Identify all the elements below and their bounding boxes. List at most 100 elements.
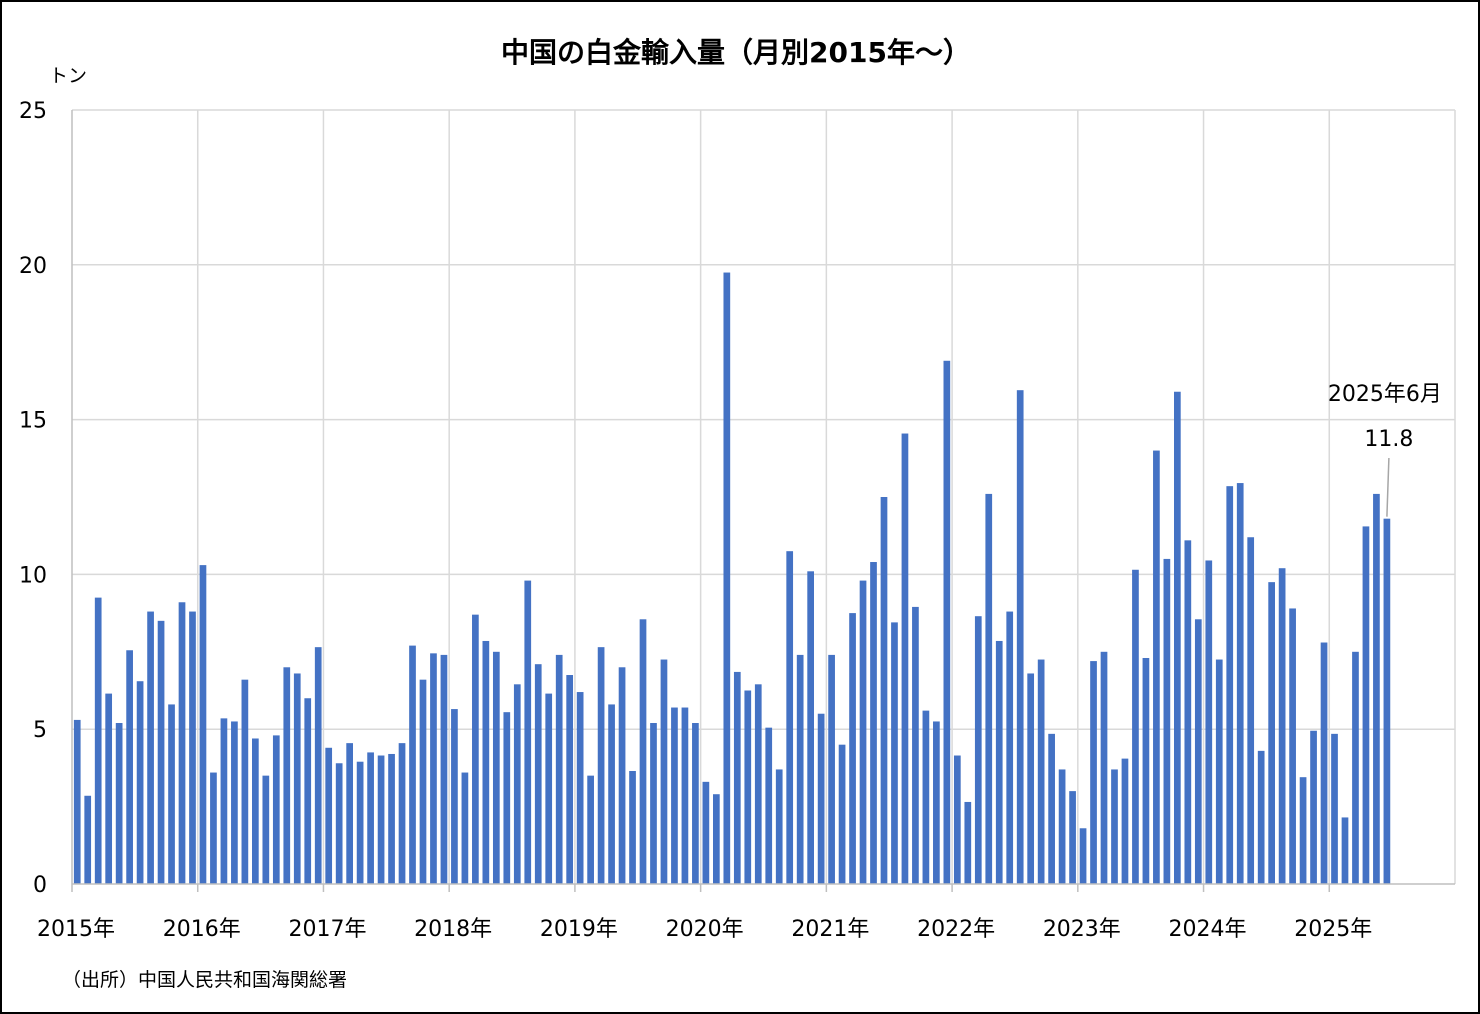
x-tick-label: 2025年 <box>1294 917 1372 942</box>
bar <box>440 654 448 884</box>
bar <box>1027 673 1035 884</box>
bar <box>482 640 490 884</box>
bar <box>1289 608 1296 884</box>
bar <box>870 562 877 884</box>
annotation-leader-line <box>1386 457 1390 517</box>
bar <box>314 647 322 884</box>
bar <box>1153 450 1160 884</box>
bar <box>933 721 940 884</box>
bar <box>168 704 175 884</box>
bar <box>356 761 364 884</box>
bars <box>73 272 1391 884</box>
bar <box>178 602 186 884</box>
bar <box>681 707 689 884</box>
source-note: （出所）中国人民共和国海関総署 <box>62 969 347 991</box>
bar <box>262 775 270 884</box>
y-tick-label: 0 <box>33 873 47 898</box>
bar <box>220 718 228 884</box>
bar <box>1069 791 1076 884</box>
bar <box>1037 659 1045 884</box>
bar <box>671 707 678 884</box>
bar <box>1048 733 1055 884</box>
y-tick-label: 10 <box>19 563 47 588</box>
bar <box>335 763 343 884</box>
x-tick-label: 2020年 <box>666 917 744 942</box>
bar <box>304 698 312 884</box>
bar <box>524 580 532 884</box>
bar <box>712 794 720 884</box>
bar <box>1016 390 1024 884</box>
bar <box>608 704 615 884</box>
x-tick-label: 2015年 <box>37 917 115 942</box>
bar <box>430 653 437 884</box>
bar <box>231 721 238 884</box>
bar <box>94 597 102 884</box>
bar <box>891 622 898 884</box>
y-tick-label: 20 <box>19 254 47 279</box>
bar <box>409 645 416 884</box>
bar <box>587 775 594 884</box>
bar <box>1247 537 1255 884</box>
bar <box>828 654 835 884</box>
bar <box>513 684 521 884</box>
bar <box>576 692 584 884</box>
bar <box>953 755 961 884</box>
annotation: 2025年6月 11.8 <box>1328 382 1442 517</box>
bar <box>639 619 647 884</box>
bar <box>503 712 511 884</box>
bar <box>1194 619 1202 884</box>
bar <box>398 743 406 884</box>
y-axis-unit: トン <box>49 65 87 87</box>
bar <box>241 679 249 884</box>
y-tick-label: 15 <box>19 409 47 434</box>
bar <box>859 580 867 884</box>
bar <box>293 673 301 884</box>
bar <box>1163 558 1171 884</box>
bar <box>1100 651 1108 884</box>
bar <box>744 690 752 884</box>
x-tick-label: 2016年 <box>163 917 241 942</box>
bar <box>1079 828 1087 884</box>
bar <box>1090 661 1097 884</box>
bar <box>534 664 542 884</box>
x-tick-label: 2018年 <box>414 917 492 942</box>
bar <box>1121 758 1129 884</box>
x-tick-label: 2024年 <box>1169 917 1247 942</box>
bar <box>388 753 395 884</box>
bar <box>1373 493 1380 884</box>
bar <box>723 272 731 884</box>
bar <box>251 738 259 884</box>
bar <box>1257 750 1265 884</box>
x-tick-label: 2017年 <box>288 917 366 942</box>
bar <box>283 667 291 884</box>
bar <box>995 640 1003 884</box>
bar <box>377 755 385 884</box>
bar <box>545 693 553 884</box>
y-tick-label: 25 <box>19 99 47 124</box>
bar <box>692 723 699 884</box>
bar <box>210 772 217 884</box>
bar <box>1268 582 1276 884</box>
bar <box>346 743 354 884</box>
annotation-label: 2025年6月 <box>1328 382 1442 407</box>
bar <box>786 551 794 884</box>
y-tick-label: 5 <box>33 718 47 743</box>
bar <box>985 493 993 884</box>
bar <box>1299 777 1307 884</box>
bar <box>1173 391 1181 884</box>
bar <box>1058 769 1066 884</box>
bar <box>1132 569 1139 884</box>
bar <box>136 681 144 884</box>
x-tick-label: 2021年 <box>791 917 869 942</box>
bar <box>943 360 951 884</box>
bar <box>566 675 574 884</box>
bar <box>1331 733 1338 884</box>
bar <box>555 654 563 884</box>
y-axis-ticks: 0 5 10 15 20 25 <box>19 99 47 898</box>
bar <box>1006 611 1014 884</box>
bar <box>73 719 81 884</box>
bar <box>105 693 113 884</box>
bar <box>189 611 196 884</box>
bar <box>1310 730 1317 884</box>
